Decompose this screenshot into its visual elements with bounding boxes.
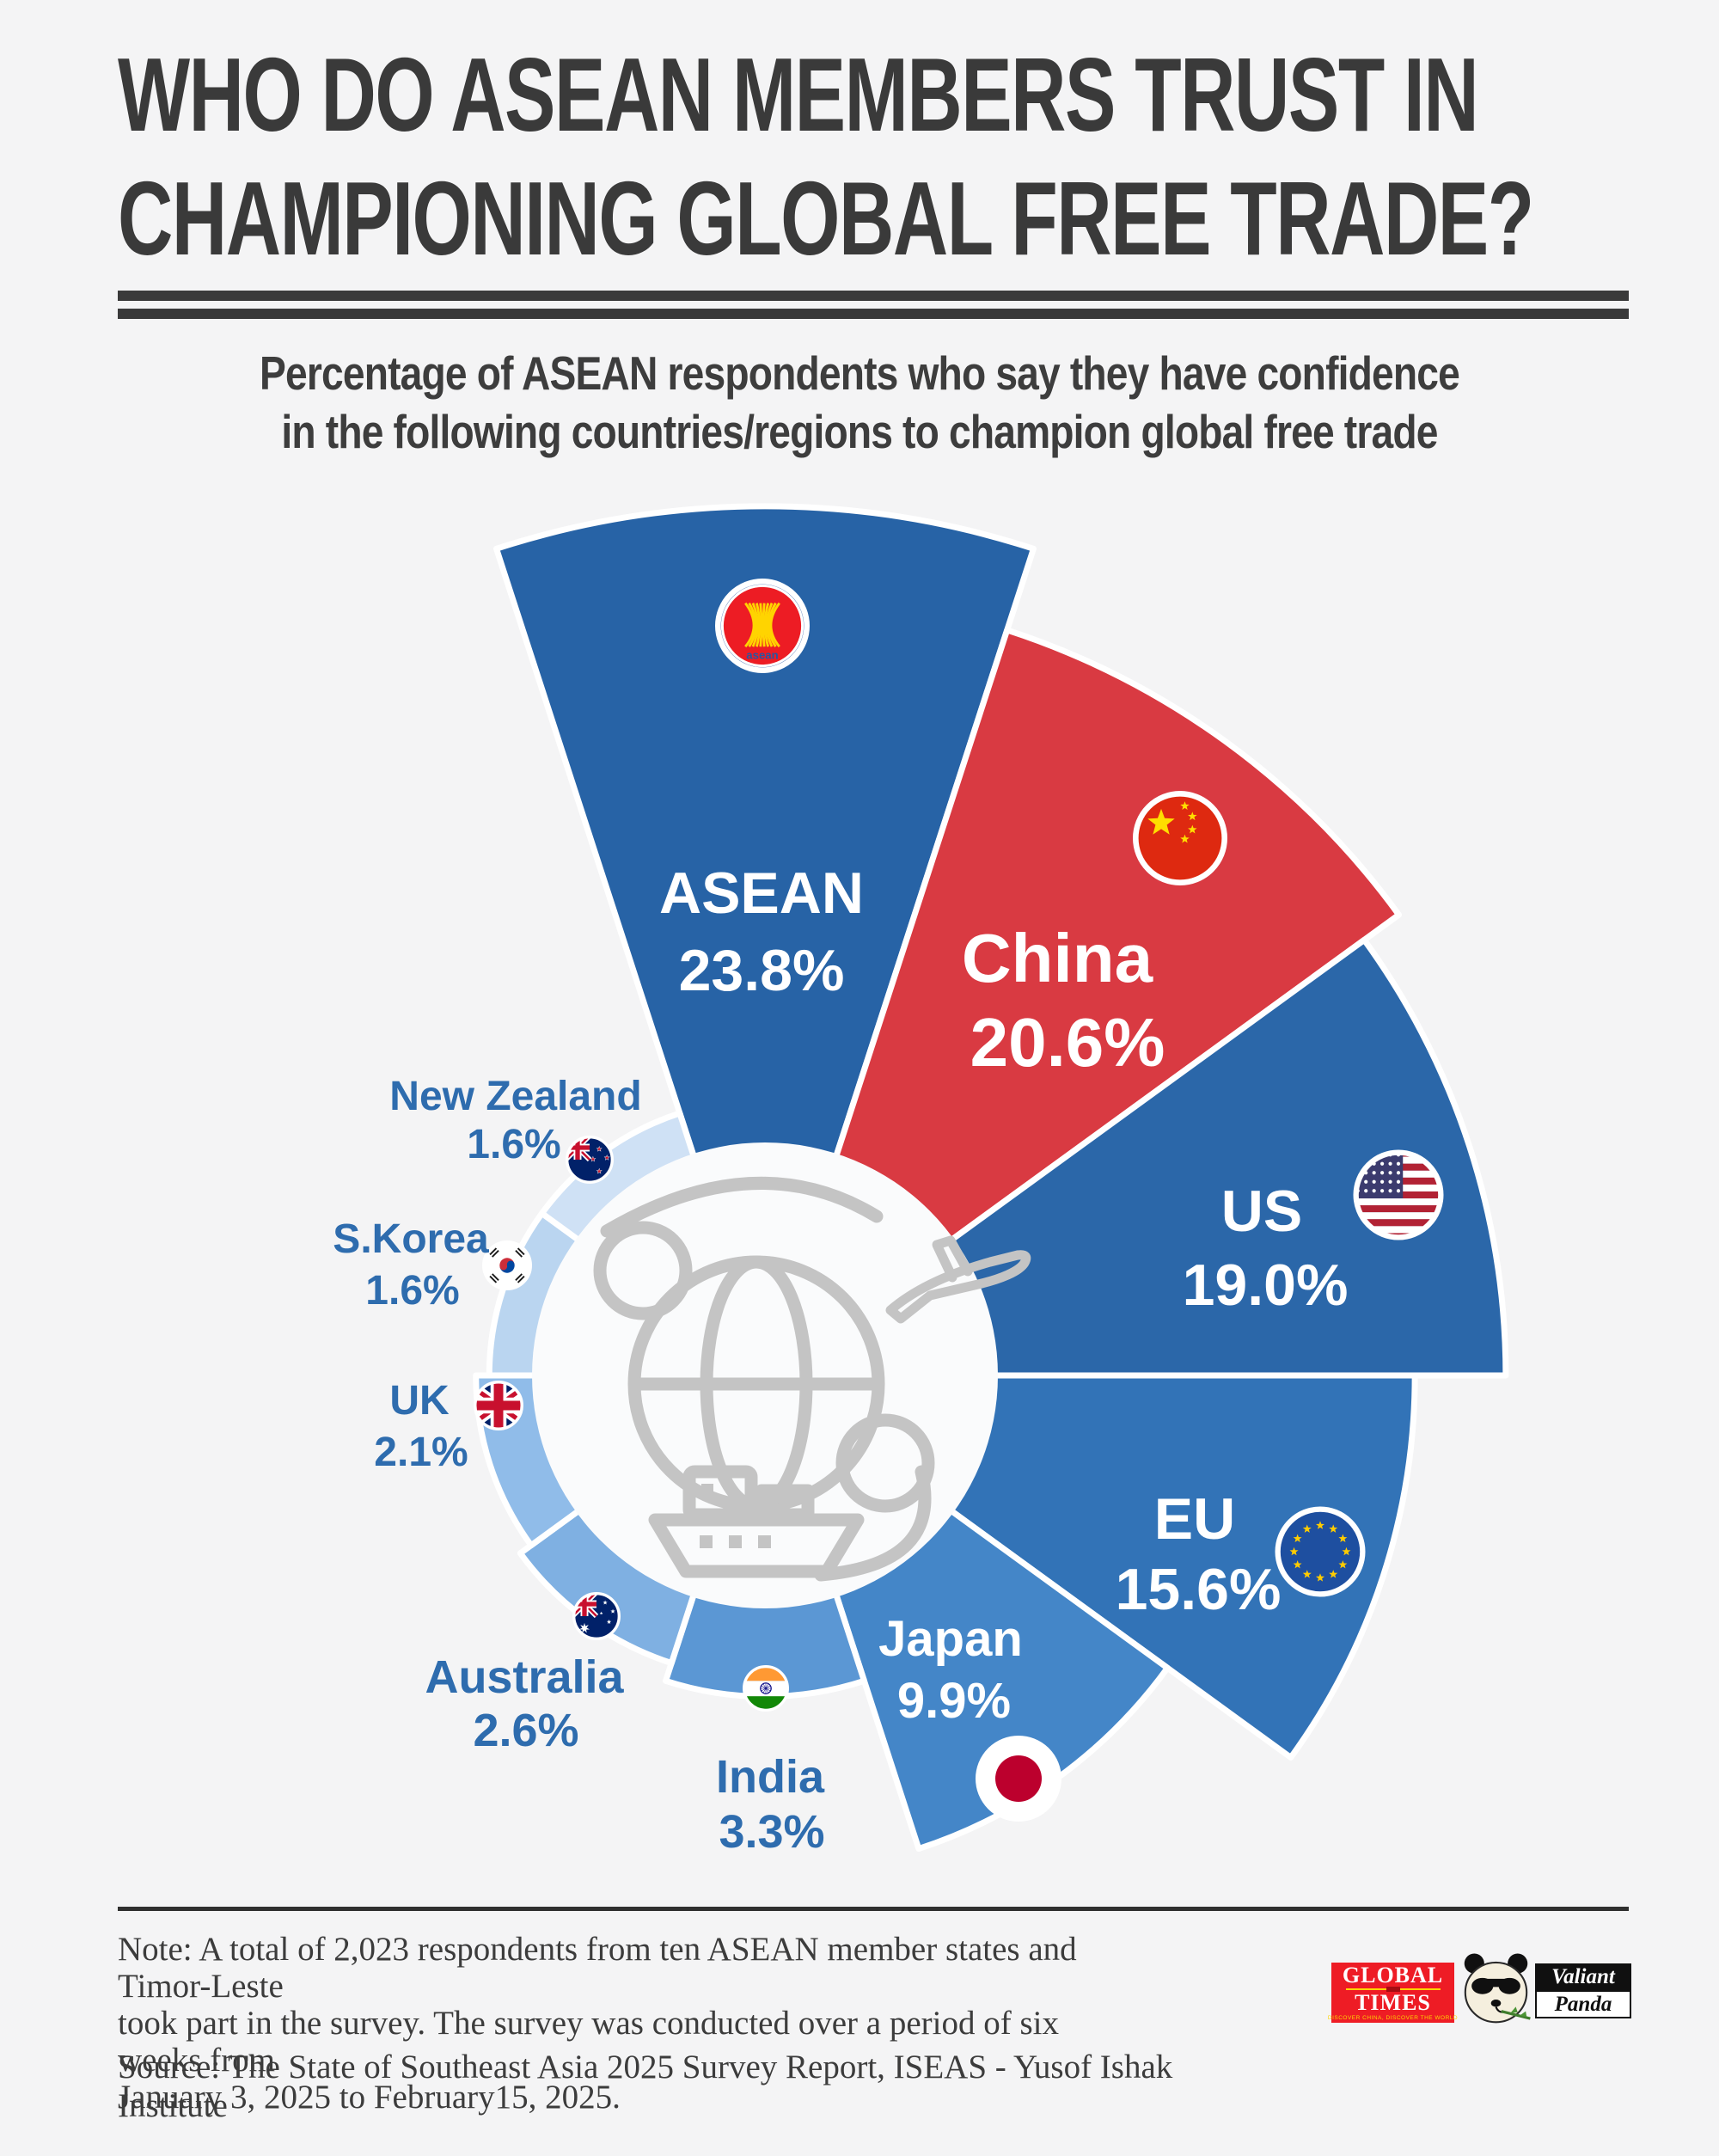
- note-line-2: took part in the survey. The survey was …: [118, 2005, 1059, 2079]
- segment-label-australia: Australia: [425, 1651, 624, 1703]
- segment-label-india: India: [716, 1751, 825, 1803]
- segment-value-china: 20.6%: [970, 1004, 1165, 1081]
- global-times-tagline: DISCOVER CHINA, DISCOVER THE WORLD: [1327, 2014, 1459, 2021]
- segment-value-india: 3.3%: [719, 1806, 824, 1858]
- segment-value-asean: 23.8%: [679, 938, 845, 1003]
- global-trade-icon: [593, 1176, 1031, 1582]
- segment-wedge-australia: [517, 1500, 701, 1667]
- valiant-panda-logo: Valiant Panda: [1451, 1951, 1640, 2029]
- cargo-ship-icon: [648, 1465, 865, 1578]
- segment-flags: asean: [474, 579, 1444, 1822]
- segment-wedge-india: [663, 1579, 867, 1700]
- global-times-rule: [1345, 1986, 1441, 1992]
- segment-wedge-nz: [539, 1110, 701, 1251]
- valiant-panda-word-1: Valiant: [1535, 1963, 1631, 1990]
- uk-flag-icon: [474, 1381, 523, 1430]
- note-text: Note: A total of 2,023 respondents from …: [118, 1931, 1149, 2116]
- nz-flag-icon: [566, 1136, 615, 1185]
- segment-value-japan: 9.9%: [897, 1673, 1011, 1729]
- us-flag-icon: [1353, 1149, 1444, 1240]
- cycle-arrow-top: [600, 1176, 884, 1238]
- divider-bar-bottom: [118, 309, 1629, 319]
- title-line-1: WHO DO ASEAN MEMBERS TRUST IN: [118, 36, 1479, 153]
- segment-value-skorea: 1.6%: [365, 1268, 459, 1314]
- japan-flag-icon: [976, 1736, 1061, 1822]
- eu-flag-icon: [1275, 1506, 1366, 1597]
- title-divider: [118, 291, 1629, 327]
- global-times-masthead-box: [1386, 1986, 1400, 1992]
- segment-label-skorea: S.Korea: [333, 1216, 489, 1262]
- airplane-icon: [885, 1235, 1031, 1324]
- segment-label-china: China: [962, 920, 1153, 996]
- note-line-1: Note: A total of 2,023 respondents from …: [118, 1931, 1077, 2005]
- cycle-arrow-bottom: [814, 1465, 932, 1582]
- segment-value-eu: 15.6%: [1116, 1557, 1282, 1622]
- valiant-panda-wordmark: Valiant Panda: [1535, 1963, 1635, 2018]
- cycle-ring-right-icon: [835, 1413, 935, 1513]
- global-times-word-2: TIMES: [1355, 1989, 1431, 2015]
- valiant-panda-word-2: Panda: [1535, 1990, 1631, 2018]
- india-flag-icon: [743, 1665, 790, 1712]
- chart-center-circle: [532, 1142, 998, 1608]
- segment-wedge-japan: [829, 1500, 1171, 1853]
- segment-wedge-eu: [938, 1372, 1418, 1761]
- segment-wedge-uk: [473, 1372, 592, 1549]
- segment-label-eu: EU: [1154, 1486, 1235, 1552]
- divider-bar-top: [118, 291, 1629, 301]
- segment-label-nz: New Zealand: [389, 1074, 641, 1119]
- skorea-flag-icon: [482, 1240, 532, 1290]
- title-line-2: CHAMPIONING GLOBAL FREE TRADE?: [118, 160, 1534, 277]
- segment-label-uk: UK: [389, 1378, 450, 1424]
- page-title: WHO DO ASEAN MEMBERS TRUST IN CHAMPIONIN…: [118, 33, 1534, 280]
- subtitle-line-1: Percentage of ASEAN respondents who say …: [260, 346, 1460, 400]
- subtitle-line-2: in the following countries/regions to ch…: [281, 405, 1438, 458]
- chart-subtitle: Percentage of ASEAN respondents who say …: [138, 344, 1581, 461]
- segment-label-japan: Japan: [878, 1611, 1023, 1667]
- segment-wedge-china: [829, 627, 1403, 1251]
- segment-value-uk: 2.1%: [374, 1430, 468, 1475]
- source-text: Source: The State of Southeast Asia 2025…: [118, 2049, 1173, 2124]
- svg-text:asean: asean: [746, 649, 778, 662]
- globe-icon: [627, 1255, 885, 1513]
- globe-meridian-line: [700, 1255, 813, 1513]
- footer-divider: [118, 1907, 1629, 1911]
- australia-flag-icon: [572, 1592, 621, 1641]
- segment-label-us: US: [1221, 1179, 1302, 1244]
- cycle-ring-left-icon: [593, 1221, 693, 1320]
- segment-wedge-asean: [493, 503, 1037, 1172]
- segment-wedge-skorea: [486, 1210, 592, 1379]
- segment-value-us: 19.0%: [1183, 1253, 1349, 1318]
- segment-label-asean: ASEAN: [659, 861, 864, 926]
- asean-flag-icon: asean: [715, 579, 811, 674]
- segment-value-nz: 1.6%: [467, 1122, 560, 1167]
- note-line-3: January 3, 2025 to February15, 2025.: [118, 2079, 621, 2116]
- chart-segments: [473, 503, 1509, 1853]
- segment-value-australia: 2.6%: [473, 1705, 578, 1756]
- global-times-word-1: GLOBAL: [1342, 1962, 1444, 1988]
- global-times-logo: GLOBAL TIMES DISCOVER CHINA, DISCOVER TH…: [1328, 1962, 1458, 2023]
- china-flag-icon: [1133, 791, 1228, 886]
- panda-icon: [1464, 1953, 1531, 2024]
- segment-wedge-us: [938, 936, 1509, 1379]
